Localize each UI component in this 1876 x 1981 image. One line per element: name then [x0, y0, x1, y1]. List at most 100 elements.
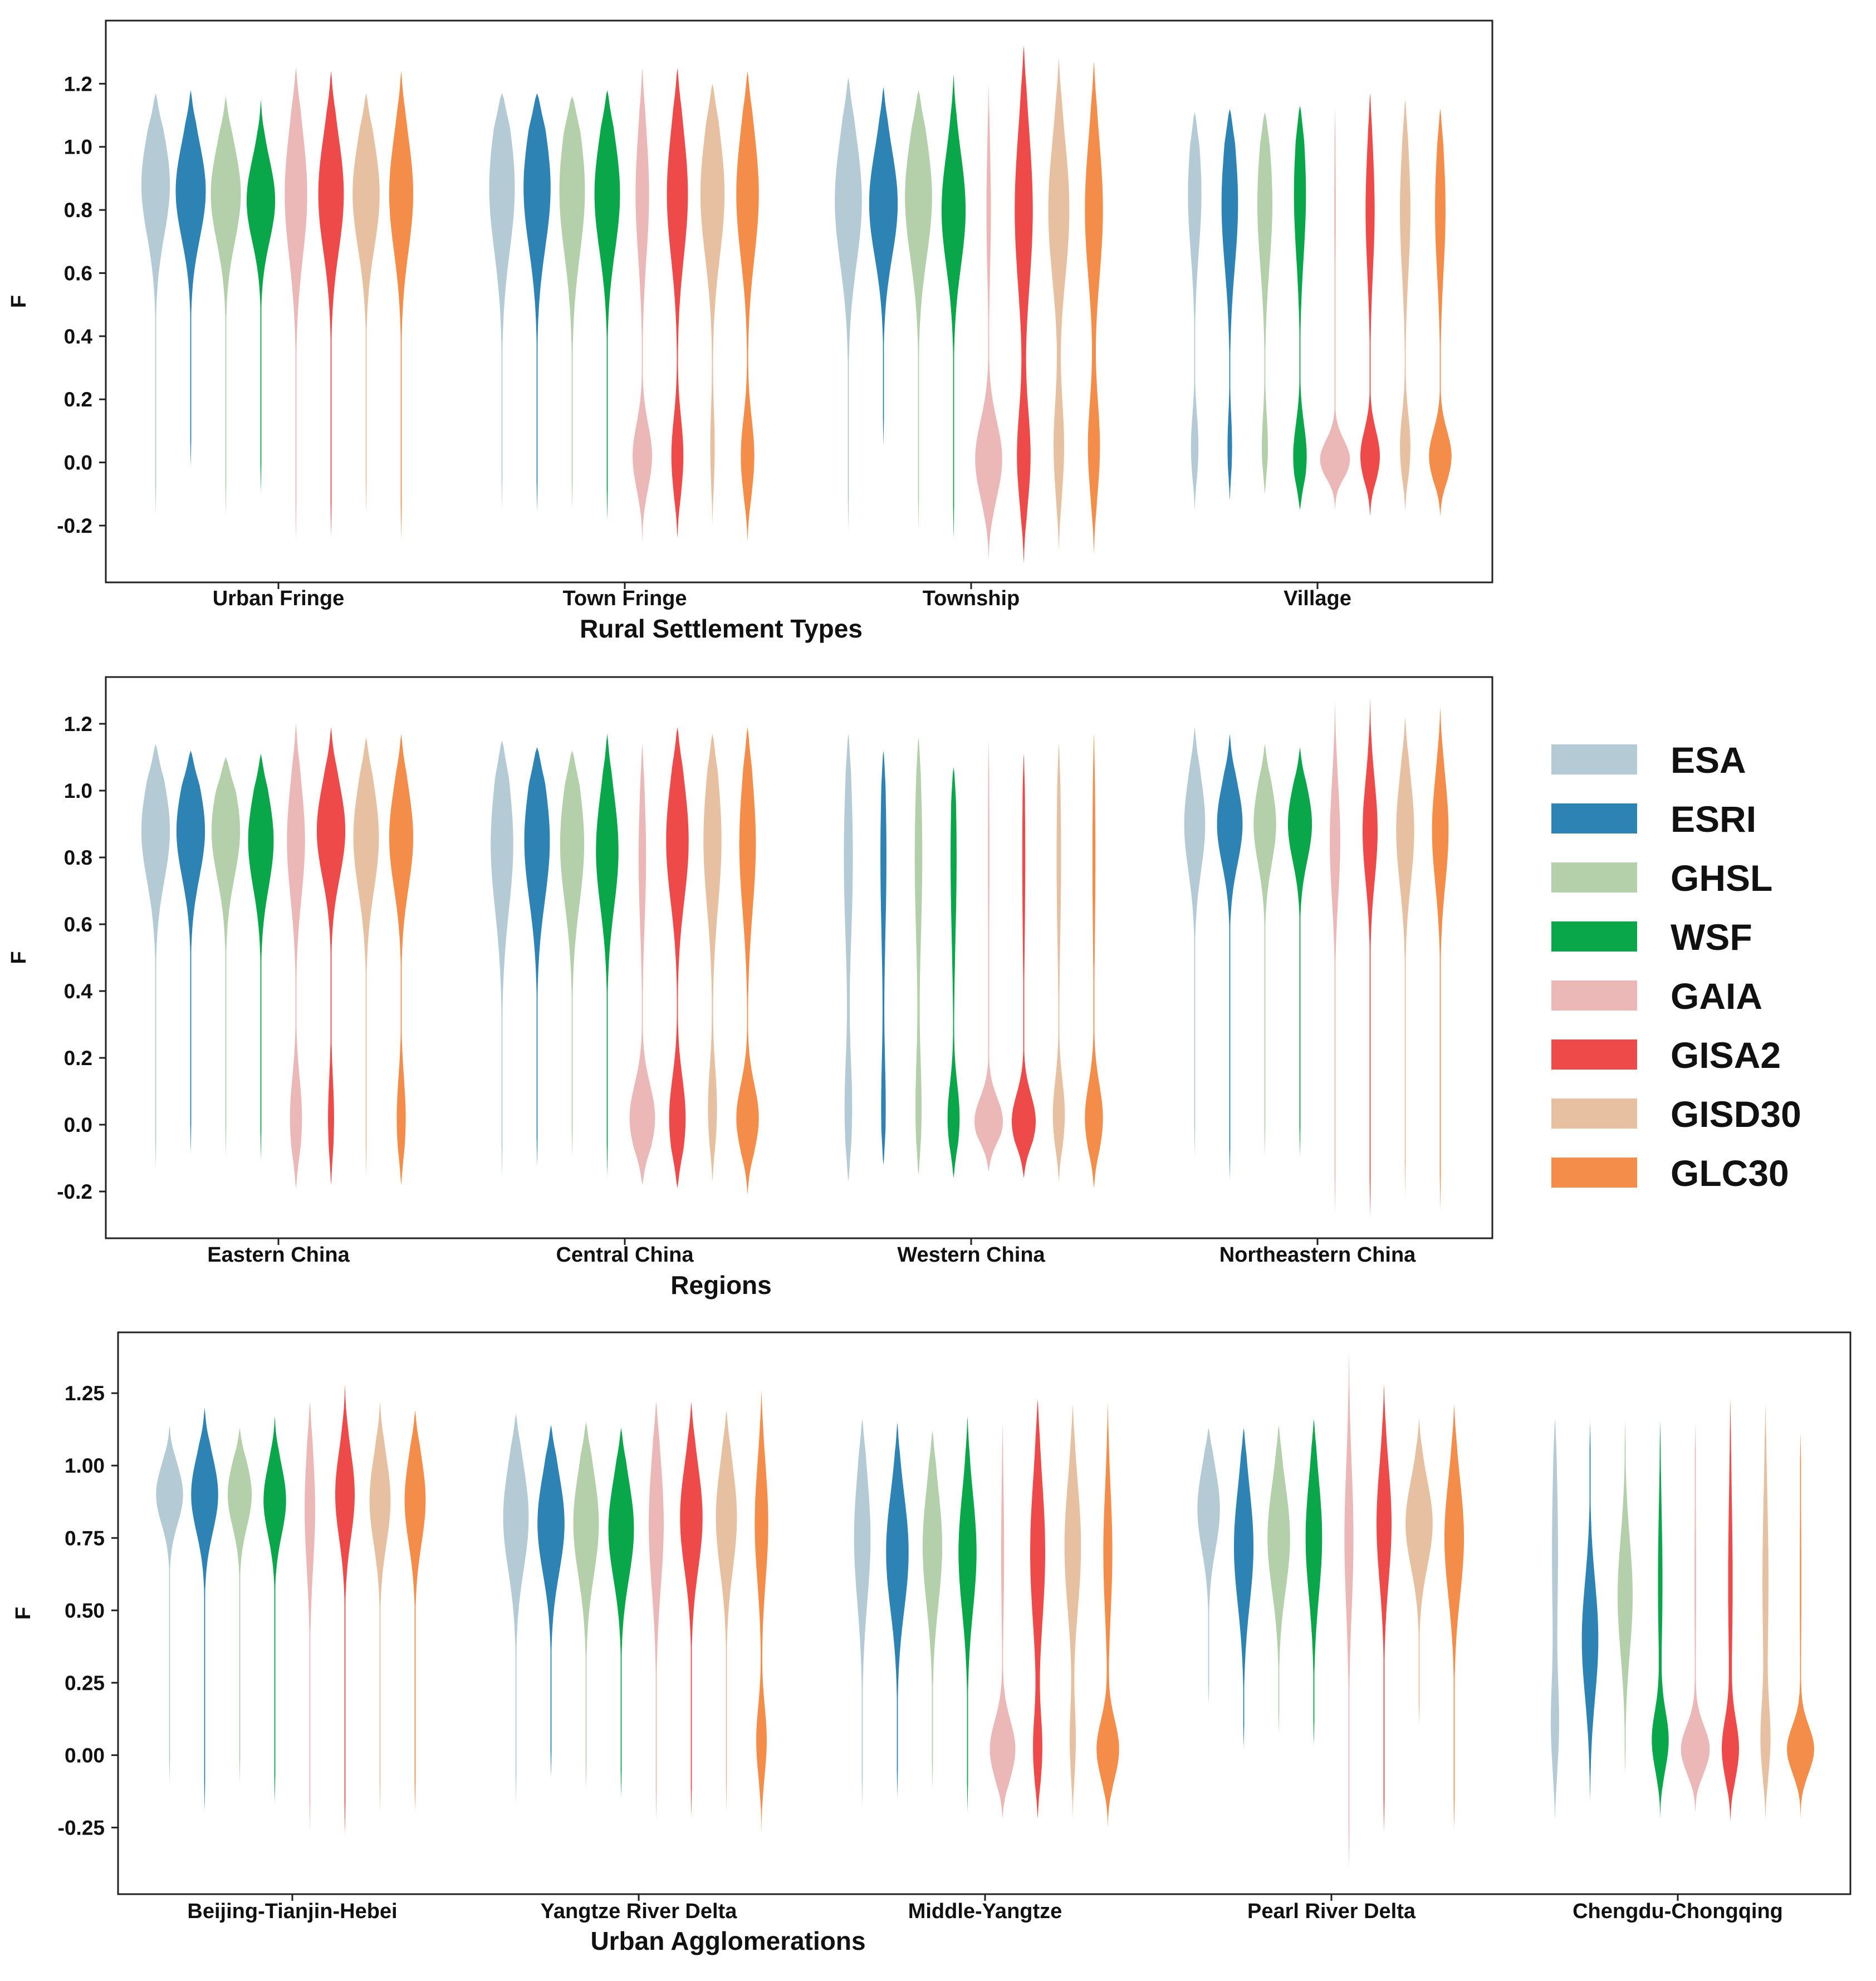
violin-glc30 [736, 727, 759, 1195]
violin-gisd30 [353, 737, 379, 1178]
y-tick-label: 1.0 [64, 779, 92, 802]
y-tick-label: 0.2 [64, 388, 92, 411]
category-label: Town Fringe [562, 587, 687, 610]
y-tick-label: 1.2 [64, 713, 92, 735]
violin-esri [175, 90, 206, 469]
category-label: Western China [897, 1243, 1045, 1267]
violin-gaia [1344, 1350, 1354, 1871]
y-tick-label: 0.50 [65, 1599, 105, 1622]
violin-esa [1184, 727, 1206, 1158]
y-tick-label: -0.2 [57, 514, 92, 537]
violin-esri [1217, 734, 1243, 1181]
y-tick-label: 1.0 [64, 136, 92, 159]
legend-label: ESRI [1671, 798, 1756, 840]
y-tick-label: 0.0 [64, 452, 92, 474]
violin-ghsl [1257, 112, 1272, 494]
violin-wsf [1305, 1419, 1322, 1747]
violin-glc30 [1085, 61, 1103, 554]
violin-esa [156, 1425, 183, 1784]
violin-wsf [958, 1416, 977, 1813]
violin-esri [869, 87, 898, 447]
violin-wsf [941, 74, 966, 542]
legend-swatch [1551, 921, 1637, 952]
violin-gisa2 [335, 1384, 355, 1836]
y-tick-label: 0.4 [64, 980, 93, 1003]
violin-esa [1551, 1419, 1559, 1819]
plot-frame [105, 676, 1493, 1239]
violin-esa [489, 93, 515, 510]
violin-esri [1234, 1428, 1253, 1749]
violin-ghsl [210, 96, 241, 516]
violin-glc30 [404, 1410, 426, 1813]
violin-glc30 [389, 734, 414, 1185]
y-axis-title: F [7, 295, 31, 308]
violin-gisa2 [680, 1401, 703, 1819]
legend-swatch [1551, 980, 1637, 1011]
y-tick-label: 0.8 [64, 846, 92, 869]
violin-glc30 [1429, 109, 1452, 516]
violin-gisa2 [667, 68, 688, 538]
violin-gisd30 [716, 1410, 737, 1813]
legend-label: GAIA [1671, 975, 1762, 1017]
category-label: Beijing-Tianjin-Hebei [187, 1900, 397, 1923]
violin-glc30 [1787, 1430, 1814, 1819]
violin-gisd30 [703, 734, 722, 1181]
violin-glc30 [1444, 1405, 1464, 1831]
violin-gisd30 [352, 93, 380, 516]
violin-gisd30 [369, 1401, 391, 1813]
violin-esri [176, 751, 205, 1155]
violin-gaia [305, 1401, 315, 1833]
legend-swatch [1551, 1099, 1637, 1129]
panel-1: -0.2 0.0 0.2 0.4 0.6 0.8 1.0 1.2 F Rural Settleme… [7, 19, 1493, 643]
violin-wsf [596, 734, 619, 1178]
plot-frame [105, 19, 1493, 583]
violin-gaia [633, 68, 652, 545]
y-tick-label: 0.0 [64, 1114, 92, 1136]
y-tick-label: 0.8 [64, 199, 92, 222]
violin-esri [886, 1422, 909, 1799]
violin-esa [141, 744, 170, 1171]
y-tick-label: 1.25 [65, 1382, 105, 1405]
violin-gaia [649, 1401, 664, 1822]
violin-wsf [248, 754, 274, 1161]
category-label: Pearl River Delta [1247, 1900, 1416, 1923]
y-axis-title: F [12, 1607, 35, 1620]
violin-glc30 [1432, 707, 1449, 1212]
y-tick-label: 0.00 [65, 1744, 105, 1767]
violin-esa [854, 1419, 871, 1807]
violin-gisd30 [1405, 1419, 1433, 1727]
violin-gisd30 [700, 84, 725, 526]
category-label: Eastern China [207, 1243, 350, 1267]
violin-gisa2 [1722, 1399, 1739, 1822]
violin-esri [523, 93, 551, 513]
violin-esri [1221, 109, 1238, 501]
violin-glc30 [389, 71, 414, 542]
violin-esa [491, 741, 513, 1178]
violin-gisd30 [1396, 717, 1414, 1198]
violin-ghsl [560, 751, 585, 1158]
violin-gaia [975, 84, 1002, 561]
y-tick-label: 0.6 [64, 913, 92, 936]
violin-gisd30 [1760, 1405, 1771, 1819]
y-tick-label: 0.25 [65, 1671, 105, 1694]
legend-label: GISA2 [1671, 1034, 1781, 1076]
category-label: Urban Fringe [213, 587, 344, 610]
y-tick-label: 0.6 [64, 262, 92, 285]
violin-gisa2 [1360, 93, 1380, 516]
violin-wsf [608, 1428, 634, 1799]
violin-esri [191, 1408, 218, 1813]
legend-swatch [1551, 744, 1637, 774]
violin-esri [537, 1425, 565, 1778]
legend-label: GHSL [1671, 857, 1772, 899]
violin-gaia [1330, 700, 1340, 1215]
violin-ghsl [1618, 1419, 1633, 1776]
violin-gisa2 [1363, 697, 1378, 1218]
category-label: Central China [556, 1243, 694, 1267]
violin-gisd30 [1048, 58, 1070, 551]
legend-swatch [1551, 1158, 1637, 1188]
legend-swatch [1551, 803, 1637, 833]
legend-label: GLC30 [1671, 1153, 1789, 1194]
violin-ghsl [227, 1428, 252, 1784]
violin-wsf [1287, 747, 1312, 1158]
violin-wsf [263, 1416, 286, 1805]
